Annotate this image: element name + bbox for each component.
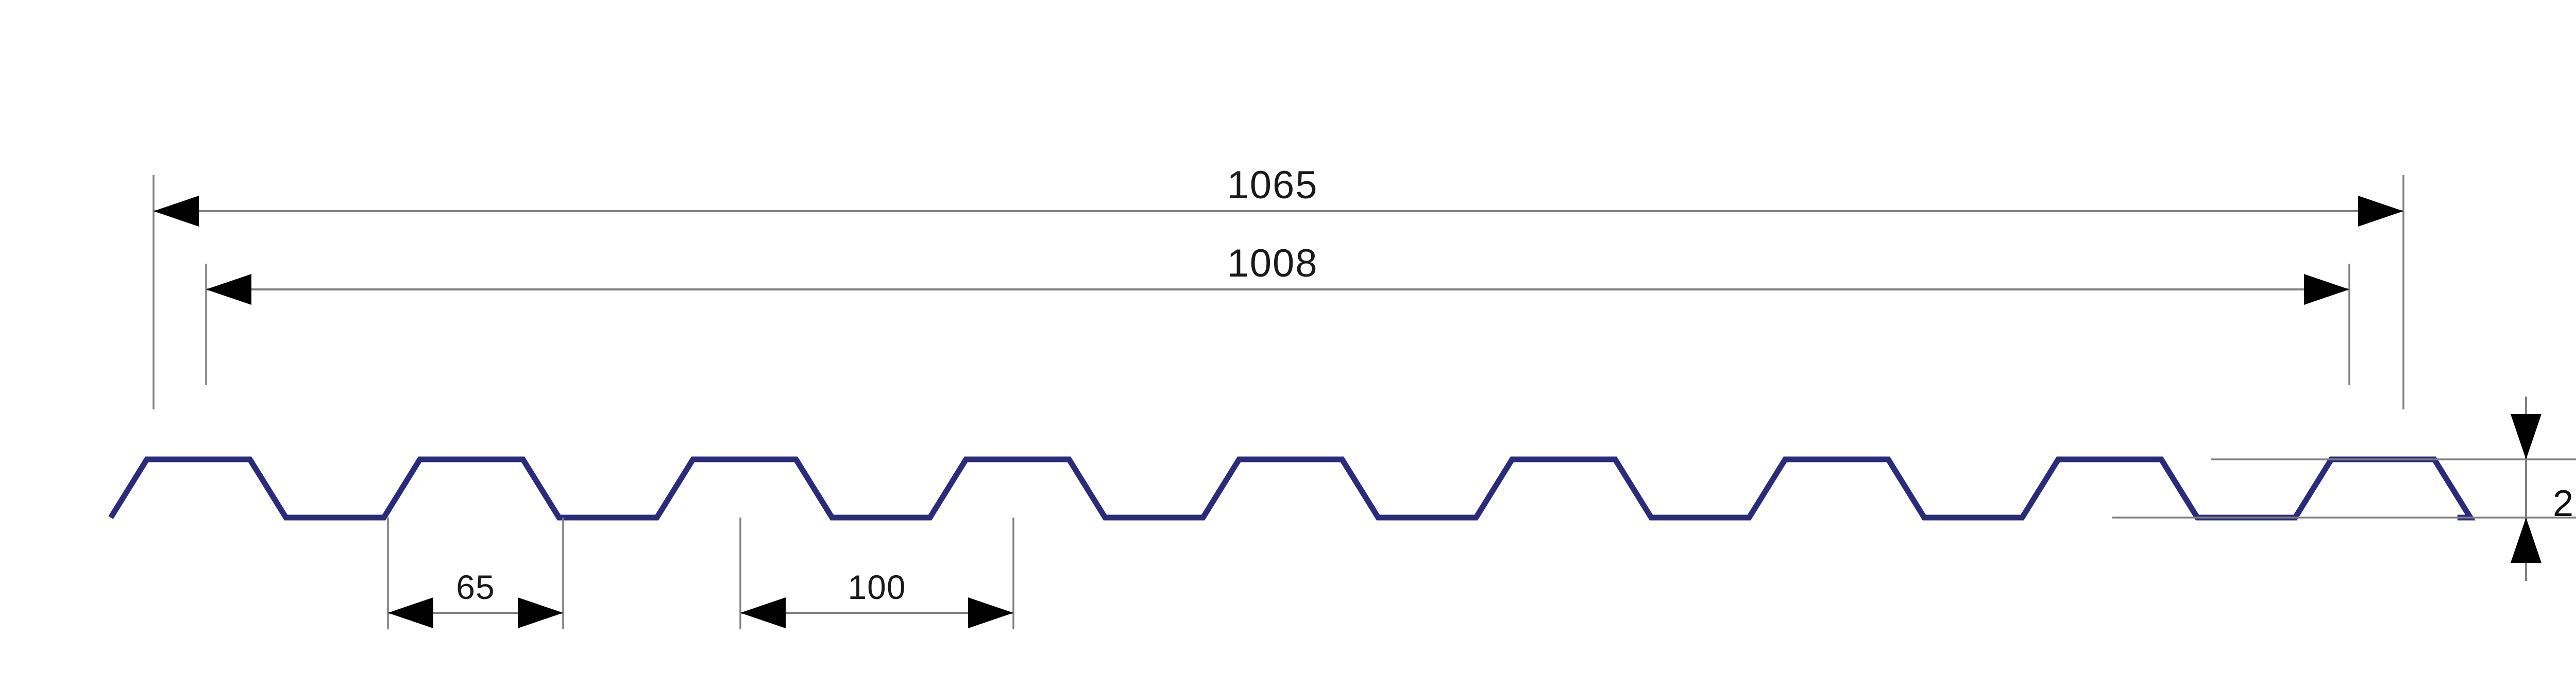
arrow-left-65 (388, 597, 433, 628)
dimension-label-1065: 1065 (1227, 163, 1318, 207)
dimension-label-100: 100 (848, 568, 906, 606)
arrow-left-1065 (154, 196, 199, 227)
dimension-overall-width: 1065 (152, 163, 2404, 409)
arrow-top-21 (2511, 414, 2541, 459)
arrow-right-100 (968, 597, 1013, 628)
dimension-label-65: 65 (456, 568, 495, 606)
arrow-bottom-21 (2511, 518, 2541, 563)
dimension-crest-width: 65 (387, 518, 564, 629)
arrow-right-1008 (2304, 274, 2349, 305)
dimension-label-21mm: 21 мм (2553, 483, 2576, 524)
dimension-pitch: 100 (739, 518, 1014, 629)
arrow-left-1008 (206, 274, 251, 305)
arrow-right-1065 (2358, 196, 2403, 227)
dimension-label-1008: 1008 (1227, 242, 1318, 285)
dimension-useful-width: 1008 (205, 242, 2350, 385)
dimension-profile-height: 21 мм (2112, 397, 2576, 581)
arrow-right-65 (518, 597, 563, 628)
corrugated-profile-path (108, 456, 2476, 521)
arrow-left-100 (740, 597, 786, 628)
